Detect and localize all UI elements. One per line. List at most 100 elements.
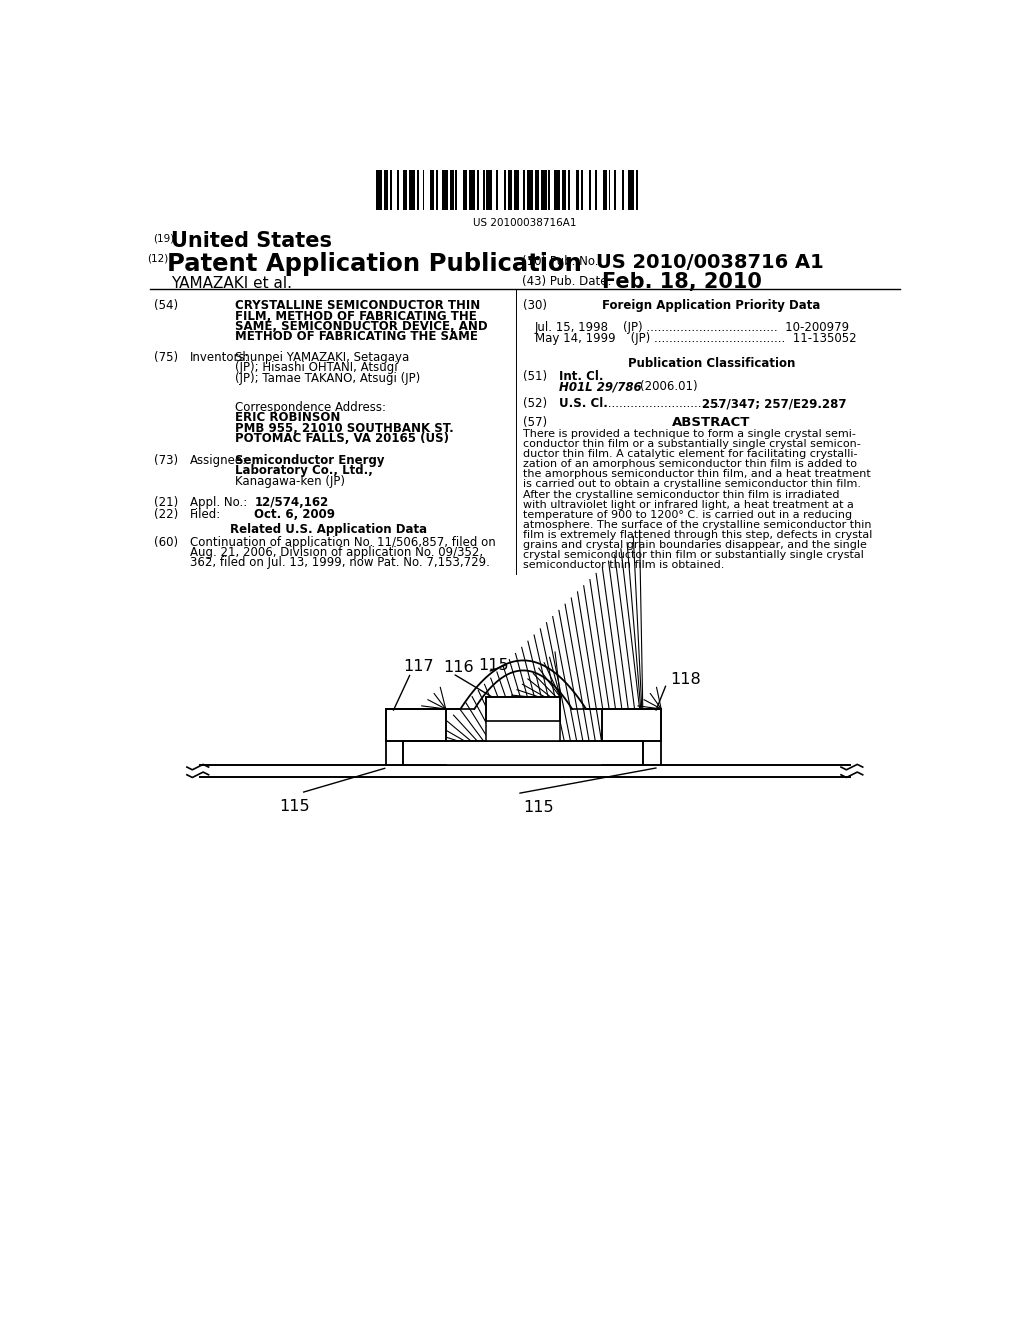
Text: PMB 955, 21010 SOUTHBANK ST.: PMB 955, 21010 SOUTHBANK ST.	[234, 422, 454, 434]
Text: Inventors:: Inventors:	[190, 351, 250, 364]
Bar	[603, 170, 606, 210]
Text: ERIC ROBINSON: ERIC ROBINSON	[234, 412, 340, 424]
Bar	[589, 170, 591, 210]
Bar	[508, 170, 512, 210]
Text: (JP); Tamae TAKANO, Atsugi (JP): (JP); Tamae TAKANO, Atsugi (JP)	[234, 372, 420, 384]
Text: crystal semiconductor thin film or substantially single crystal: crystal semiconductor thin film or subst…	[523, 549, 864, 560]
Text: ...............................: ...............................	[604, 397, 724, 411]
Bar	[514, 170, 519, 210]
Bar	[469, 170, 475, 210]
Text: H01L 29/786: H01L 29/786	[559, 380, 641, 393]
Text: Semiconductor Energy: Semiconductor Energy	[234, 454, 384, 467]
Bar	[575, 170, 580, 210]
Text: (60): (60)	[154, 536, 178, 549]
Bar	[403, 742, 643, 766]
Bar	[430, 170, 434, 210]
Text: (43) Pub. Date:: (43) Pub. Date:	[521, 275, 611, 288]
Text: After the crystalline semiconductor thin film is irradiated: After the crystalline semiconductor thin…	[523, 490, 840, 499]
Text: (2006.01): (2006.01)	[640, 380, 698, 393]
Bar	[554, 170, 560, 210]
Bar	[582, 170, 584, 210]
Bar	[535, 170, 539, 210]
Text: Correspondence Address:: Correspondence Address:	[234, 401, 386, 414]
Text: conductor thin film or a substantially single crystal semicon-: conductor thin film or a substantially s…	[523, 440, 861, 449]
Text: 117: 117	[403, 659, 434, 675]
Text: US 2010/0038716 A1: US 2010/0038716 A1	[596, 253, 824, 272]
Bar	[389, 170, 391, 210]
Bar	[486, 170, 493, 210]
Text: (10) Pub. No.:: (10) Pub. No.:	[521, 256, 602, 268]
Text: ductor thin film. A catalytic element for facilitating crystalli-: ductor thin film. A catalytic element fo…	[523, 449, 858, 459]
Bar	[417, 170, 419, 210]
Bar	[504, 170, 506, 210]
Bar	[541, 170, 547, 210]
Text: CRYSTALLINE SEMICONDUCTOR THIN: CRYSTALLINE SEMICONDUCTOR THIN	[234, 300, 480, 313]
Text: (51): (51)	[523, 370, 548, 383]
Bar	[403, 170, 407, 210]
Bar	[568, 170, 569, 210]
Bar	[608, 170, 610, 210]
Text: 115: 115	[280, 799, 309, 814]
Text: with ultraviolet light or infrared light, a heat treatment at a: with ultraviolet light or infrared light…	[523, 499, 854, 510]
Bar	[423, 170, 424, 210]
Text: 115: 115	[523, 800, 554, 814]
Text: (73): (73)	[154, 454, 178, 467]
Text: SAME, SEMICONDUCTOR DEVICE, AND: SAME, SEMICONDUCTOR DEVICE, AND	[234, 321, 487, 333]
Text: atmosphere. The surface of the crystalline semiconductor thin: atmosphere. The surface of the crystalli…	[523, 520, 871, 529]
Text: 115: 115	[478, 659, 509, 673]
Text: U.S. Cl.: U.S. Cl.	[559, 397, 608, 411]
Text: US 20100038716A1: US 20100038716A1	[473, 218, 577, 227]
Text: is carried out to obtain a crystalline semiconductor thin film.: is carried out to obtain a crystalline s…	[523, 479, 861, 490]
Bar	[628, 170, 634, 210]
Text: (22): (22)	[154, 508, 178, 521]
Bar	[456, 170, 458, 210]
Text: 116: 116	[443, 660, 474, 675]
Text: Appl. No.:: Appl. No.:	[190, 496, 247, 508]
Text: 12/574,162: 12/574,162	[254, 496, 329, 508]
Text: Assignee:: Assignee:	[190, 454, 247, 467]
Bar	[636, 170, 638, 210]
Bar	[496, 170, 498, 210]
Text: Publication Classification: Publication Classification	[628, 358, 796, 370]
Text: Oct. 6, 2009: Oct. 6, 2009	[254, 508, 335, 521]
Bar	[482, 170, 484, 210]
Bar	[436, 170, 438, 210]
Text: (19): (19)	[153, 234, 174, 243]
Bar	[595, 170, 597, 210]
Text: (JP); Hisashi OHTANI, Atsugi: (JP); Hisashi OHTANI, Atsugi	[234, 362, 397, 375]
Bar	[622, 170, 624, 210]
Text: semiconductor thin film is obtained.: semiconductor thin film is obtained.	[523, 560, 725, 569]
Text: Kanagawa-ken (JP): Kanagawa-ken (JP)	[234, 475, 345, 488]
Bar	[614, 170, 616, 210]
Text: (21): (21)	[154, 496, 178, 508]
Text: METHOD OF FABRICATING THE SAME: METHOD OF FABRICATING THE SAME	[234, 330, 478, 343]
Bar	[409, 170, 415, 210]
Bar	[486, 697, 560, 721]
Text: (12): (12)	[147, 253, 169, 264]
Text: Filed:: Filed:	[190, 508, 221, 521]
Bar	[486, 721, 560, 742]
Text: film is extremely flattened through this step, defects in crystal: film is extremely flattened through this…	[523, 529, 872, 540]
Bar	[527, 170, 532, 210]
Text: ABSTRACT: ABSTRACT	[673, 416, 751, 429]
Text: Foreign Application Priority Data: Foreign Application Priority Data	[602, 300, 821, 313]
Text: zation of an amorphous semiconductor thin film is added to: zation of an amorphous semiconductor thi…	[523, 459, 857, 470]
Text: Aug. 21, 2006, Division of application No. 09/352,: Aug. 21, 2006, Division of application N…	[190, 546, 483, 560]
Bar	[450, 170, 454, 210]
Text: Shunpei YAMAZAKI, Setagaya: Shunpei YAMAZAKI, Setagaya	[234, 351, 410, 364]
Text: (57): (57)	[523, 416, 548, 429]
Text: Related U.S. Application Data: Related U.S. Application Data	[230, 524, 427, 536]
Text: (52): (52)	[523, 397, 548, 411]
Text: There is provided a technique to form a single crystal semi-: There is provided a technique to form a …	[523, 429, 856, 440]
Text: Int. Cl.: Int. Cl.	[559, 370, 603, 383]
Text: Laboratory Co., Ltd.,: Laboratory Co., Ltd.,	[234, 465, 373, 478]
Text: 118: 118	[671, 672, 701, 686]
Text: (54): (54)	[154, 300, 178, 313]
Text: May 14, 1999    (JP) ...................................  11-135052: May 14, 1999 (JP) ......................…	[535, 331, 856, 345]
Bar	[384, 170, 388, 210]
Bar	[376, 170, 382, 210]
Bar	[602, 709, 662, 742]
Bar	[477, 170, 478, 210]
Bar	[442, 170, 447, 210]
Text: 362, filed on Jul. 13, 1999, now Pat. No. 7,153,729.: 362, filed on Jul. 13, 1999, now Pat. No…	[190, 557, 489, 569]
